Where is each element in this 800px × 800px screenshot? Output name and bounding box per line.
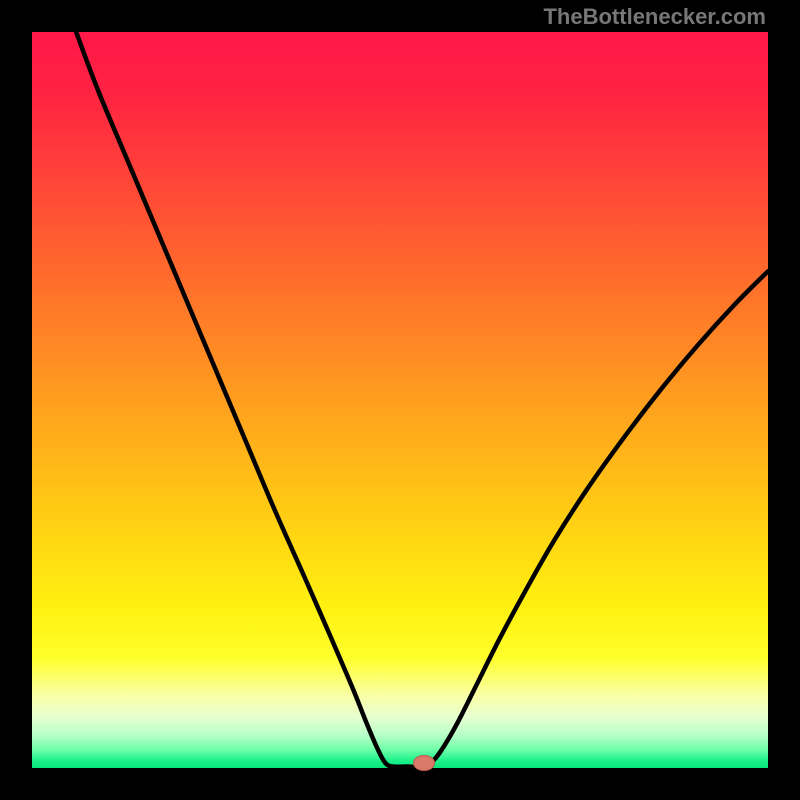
bottleneck-curve [76, 32, 768, 767]
chart-container: TheBottlenecker.com [0, 0, 800, 800]
plot-area [32, 32, 768, 768]
watermark-text: TheBottlenecker.com [543, 4, 766, 30]
minimum-marker [413, 755, 435, 771]
curve-svg [32, 32, 768, 768]
